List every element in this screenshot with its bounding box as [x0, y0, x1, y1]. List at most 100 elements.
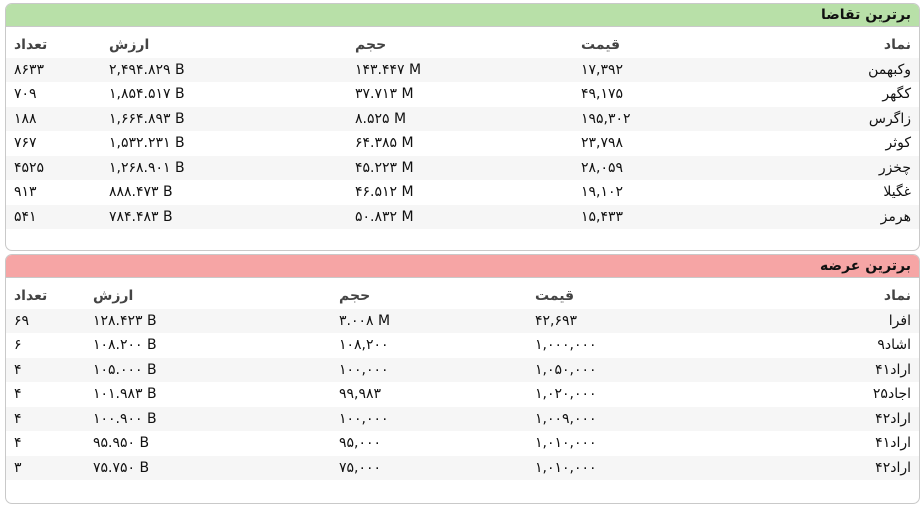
table-row[interactable]: اراد۴۱ ۱,۰۱۰,۰۰۰ ۹۵,۰۰۰ ۹۵.۹۵۰ B ۴	[6, 431, 919, 456]
table-header-row: نماد قیمت حجم ارزش تعداد	[6, 278, 919, 309]
value-cell: ۸۸۸.۴۷۳ B	[109, 184, 173, 201]
column-header-value: ارزش	[109, 37, 150, 54]
value-cell: ۱۰۱.۹۸۳ B	[93, 386, 157, 403]
value-cell: ۹۵.۹۵۰ B	[93, 435, 150, 452]
top-supply-title: برترین عرضه	[6, 255, 919, 278]
volume-cell: ۸.۵۲۵ M	[355, 110, 407, 127]
volume-cell: ۵۰.۸۳۲ M	[355, 208, 414, 225]
value-cell: ۱,۶۶۴.۸۹۳ B	[109, 110, 185, 127]
price-cell: ۱۵,۴۳۳	[581, 208, 624, 225]
value-cell: ۱,۸۵۴.۵۱۷ B	[109, 86, 185, 103]
table-row[interactable]: وکبهمن ۱۷,۳۹۲ ۱۴۳.۴۴۷ M ۲,۴۹۴.۸۲۹ B ۸۶۳۳	[6, 57, 919, 82]
symbol-cell[interactable]: چخزر	[779, 155, 919, 180]
count-cell: ۶۹	[14, 312, 30, 329]
symbol-cell[interactable]: کوثر	[779, 131, 919, 156]
volume-cell: ۳.۰۰۸ M	[339, 312, 391, 329]
price-cell: ۱۷,۳۹۲	[581, 61, 624, 78]
volume-cell: ۱۰۰,۰۰۰	[339, 361, 389, 378]
symbol-cell[interactable]: کگهر	[779, 82, 919, 107]
count-cell: ۵۴۱	[14, 208, 37, 225]
table-row[interactable]: کوثر ۲۳,۷۹۸ ۶۴.۳۸۵ M ۱,۵۳۲.۲۳۱ B ۷۶۷	[6, 131, 919, 156]
symbol-cell[interactable]: اراد۴۲	[763, 406, 919, 431]
price-cell: ۲۸,۰۵۹	[581, 159, 624, 176]
symbol-cell[interactable]: زاگرس	[779, 106, 919, 131]
column-header-volume: حجم	[339, 288, 371, 305]
count-cell: ۳	[14, 459, 22, 476]
price-cell: ۴۹,۱۷۵	[581, 86, 624, 103]
symbol-cell[interactable]: افرا	[763, 308, 919, 333]
volume-cell: ۴۶.۵۱۲ M	[355, 184, 414, 201]
value-cell: ۷۵.۷۵۰ B	[93, 459, 150, 476]
top-demand-table: نماد قیمت حجم ارزش تعداد وکبهمن ۱۷,۳۹۲ ۱…	[6, 27, 919, 229]
symbol-cell[interactable]: غگیلا	[779, 180, 919, 205]
count-cell: ۸۶۳۳	[14, 61, 45, 78]
volume-cell: ۴۵.۲۲۳ M	[355, 159, 414, 176]
value-cell: ۱,۵۳۲.۲۳۱ B	[109, 135, 185, 152]
price-cell: ۱,۰۰۹,۰۰۰	[535, 410, 597, 427]
count-cell: ۷۰۹	[14, 86, 37, 103]
symbol-cell[interactable]: اراد۴۲	[763, 455, 919, 480]
count-cell: ۴	[14, 361, 22, 378]
top-supply-table: نماد قیمت حجم ارزش تعداد افرا ۴۲,۶۹۳ ۳.۰…	[6, 278, 919, 480]
symbol-cell[interactable]: اراد۴۱	[763, 431, 919, 456]
price-cell: ۱,۰۵۰,۰۰۰	[535, 361, 597, 378]
symbol-cell[interactable]: اراد۴۱	[763, 357, 919, 382]
volume-cell: ۳۷.۷۱۳ M	[355, 86, 414, 103]
volume-cell: ۱۰۸,۲۰۰	[339, 337, 389, 354]
price-cell: ۱,۰۰۰,۰۰۰	[535, 337, 597, 354]
table-row[interactable]: افرا ۴۲,۶۹۳ ۳.۰۰۸ M ۱۲۸.۴۲۳ B ۶۹	[6, 308, 919, 333]
value-cell: ۱۰۵.۰۰۰ B	[93, 361, 157, 378]
volume-cell: ۶۴.۳۸۵ M	[355, 135, 414, 152]
column-header-volume: حجم	[355, 37, 387, 54]
volume-cell: ۱۰۰,۰۰۰	[339, 410, 389, 427]
table-row[interactable]: اراد۴۲ ۱,۰۱۰,۰۰۰ ۷۵,۰۰۰ ۷۵.۷۵۰ B ۳	[6, 455, 919, 480]
column-header-count: تعداد	[14, 37, 48, 54]
price-cell: ۱۹,۱۰۲	[581, 184, 624, 201]
volume-cell: ۷۵,۰۰۰	[339, 459, 382, 476]
price-cell: ۱,۰۱۰,۰۰۰	[535, 435, 597, 452]
count-cell: ۴	[14, 386, 22, 403]
symbol-cell[interactable]: اجاد۲۵	[763, 382, 919, 407]
count-cell: ۷۶۷	[14, 135, 37, 152]
column-header-symbol: نماد	[883, 288, 911, 305]
table-header-row: نماد قیمت حجم ارزش تعداد	[6, 27, 919, 58]
column-header-value: ارزش	[93, 288, 134, 305]
table-row[interactable]: زاگرس ۱۹۵,۳۰۲ ۸.۵۲۵ M ۱,۶۶۴.۸۹۳ B ۱۸۸	[6, 106, 919, 131]
column-header-price: قیمت	[581, 37, 621, 54]
price-cell: ۱,۰۱۰,۰۰۰	[535, 459, 597, 476]
symbol-cell[interactable]: اشاد۹	[763, 333, 919, 358]
table-row[interactable]: اجاد۲۵ ۱,۰۲۰,۰۰۰ ۹۹,۹۸۳ ۱۰۱.۹۸۳ B ۴	[6, 382, 919, 407]
table-row[interactable]: چخزر ۲۸,۰۵۹ ۴۵.۲۲۳ M ۱,۲۶۸.۹۰۱ B ۴۵۲۵	[6, 155, 919, 180]
table-row[interactable]: هرمز ۱۵,۴۳۳ ۵۰.۸۳۲ M ۷۸۴.۴۸۳ B ۵۴۱	[6, 204, 919, 229]
table-row[interactable]: اراد۴۲ ۱,۰۰۹,۰۰۰ ۱۰۰,۰۰۰ ۱۰۰.۹۰۰ B ۴	[6, 406, 919, 431]
symbol-cell[interactable]: وکبهمن	[779, 57, 919, 82]
price-cell: ۴۲,۶۹۳	[535, 312, 578, 329]
count-cell: ۶	[14, 337, 22, 354]
top-demand-panel: برترین تقاضا نماد قیمت حجم ارزش تعداد وک…	[5, 3, 920, 251]
column-header-price: قیمت	[535, 288, 575, 305]
table-row[interactable]: غگیلا ۱۹,۱۰۲ ۴۶.۵۱۲ M ۸۸۸.۴۷۳ B ۹۱۳	[6, 180, 919, 205]
table-row[interactable]: کگهر ۴۹,۱۷۵ ۳۷.۷۱۳ M ۱,۸۵۴.۵۱۷ B ۷۰۹	[6, 82, 919, 107]
price-cell: ۲۳,۷۹۸	[581, 135, 624, 152]
value-cell: ۱۲۸.۴۲۳ B	[93, 312, 157, 329]
volume-cell: ۱۴۳.۴۴۷ M	[355, 61, 422, 78]
table-row[interactable]: اشاد۹ ۱,۰۰۰,۰۰۰ ۱۰۸,۲۰۰ ۱۰۸.۲۰۰ B ۶	[6, 333, 919, 358]
volume-cell: ۹۵,۰۰۰	[339, 435, 382, 452]
value-cell: ۱۰۰.۹۰۰ B	[93, 410, 157, 427]
column-header-count: تعداد	[14, 288, 48, 305]
top-demand-title: برترین تقاضا	[6, 4, 919, 27]
value-cell: ۲,۴۹۴.۸۲۹ B	[109, 61, 185, 78]
count-cell: ۴	[14, 435, 22, 452]
count-cell: ۹۱۳	[14, 184, 37, 201]
symbol-cell[interactable]: هرمز	[779, 204, 919, 229]
price-cell: ۱۹۵,۳۰۲	[581, 110, 631, 127]
volume-cell: ۹۹,۹۸۳	[339, 386, 382, 403]
count-cell: ۴	[14, 410, 22, 427]
value-cell: ۱,۲۶۸.۹۰۱ B	[109, 159, 185, 176]
count-cell: ۴۵۲۵	[14, 159, 45, 176]
column-header-symbol: نماد	[883, 37, 911, 54]
price-cell: ۱,۰۲۰,۰۰۰	[535, 386, 597, 403]
count-cell: ۱۸۸	[14, 110, 37, 127]
table-row[interactable]: اراد۴۱ ۱,۰۵۰,۰۰۰ ۱۰۰,۰۰۰ ۱۰۵.۰۰۰ B ۴	[6, 357, 919, 382]
value-cell: ۱۰۸.۲۰۰ B	[93, 337, 157, 354]
